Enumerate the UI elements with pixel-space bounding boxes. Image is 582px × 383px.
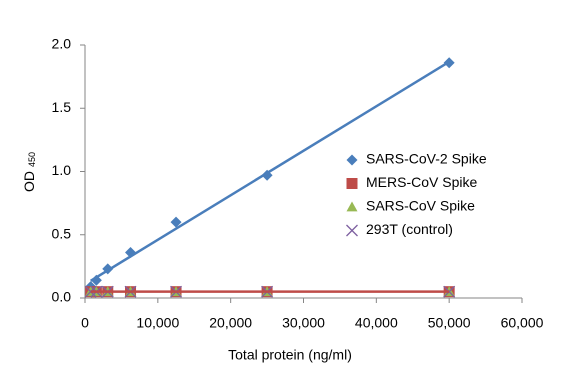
- y-tick-label: 0.5: [52, 225, 72, 241]
- point: [170, 216, 182, 228]
- x-tick-label: 20,000: [209, 315, 252, 331]
- legend-label: 293T (control): [366, 221, 453, 237]
- legend-marker: [346, 201, 358, 212]
- legend-marker: [346, 154, 358, 166]
- trendline: [90, 60, 450, 282]
- x-tick-label: 60,000: [501, 315, 544, 331]
- x-tick-label: 40,000: [355, 315, 398, 331]
- legend-label: SARS-CoV Spike: [366, 198, 475, 214]
- legend-marker: [346, 178, 358, 189]
- x-axis-label: Total protein (ng/ml): [228, 347, 352, 363]
- y-tick-label: 0.0: [52, 289, 72, 305]
- legend-label: SARS-CoV-2 Spike: [366, 151, 487, 167]
- y-tick-label: 2.0: [52, 36, 72, 52]
- y-axis-label: OD 450: [21, 152, 38, 192]
- y-axis-label-main: OD: [21, 171, 37, 192]
- x-tick-label: 50,000: [428, 315, 471, 331]
- x-tick-label: 0: [81, 315, 89, 331]
- x-tick-label: 10,000: [136, 315, 179, 331]
- legend-label: MERS-CoV Spike: [366, 174, 477, 190]
- x-tick-label: 30,000: [282, 315, 325, 331]
- y-tick-label: 1.0: [52, 162, 72, 178]
- legend-marker: [346, 224, 358, 237]
- y-axis-label-subscript: 450: [27, 152, 37, 167]
- y-tick-label: 1.5: [52, 99, 72, 115]
- point: [443, 285, 456, 298]
